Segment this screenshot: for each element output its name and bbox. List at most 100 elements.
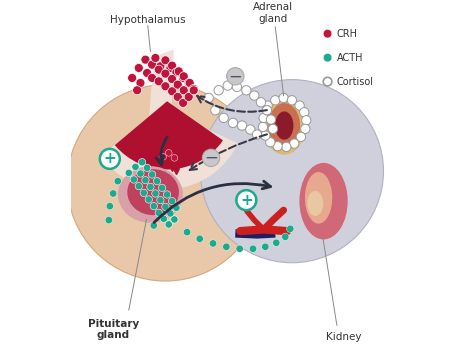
Circle shape (282, 233, 289, 240)
Text: −: − (204, 149, 218, 167)
Circle shape (130, 176, 137, 183)
Circle shape (250, 91, 259, 100)
Circle shape (141, 55, 150, 64)
Circle shape (147, 74, 156, 83)
Ellipse shape (305, 172, 332, 224)
Circle shape (279, 93, 288, 103)
Ellipse shape (300, 163, 348, 239)
Wedge shape (115, 101, 223, 169)
Circle shape (262, 106, 272, 115)
Circle shape (133, 86, 142, 95)
Circle shape (145, 196, 153, 203)
Circle shape (271, 96, 280, 105)
Circle shape (273, 239, 280, 246)
Circle shape (105, 216, 112, 224)
Circle shape (189, 86, 198, 95)
Ellipse shape (275, 111, 293, 140)
Circle shape (125, 169, 132, 176)
Circle shape (154, 65, 163, 74)
Circle shape (323, 29, 332, 38)
Circle shape (202, 149, 219, 167)
Text: Cortisol: Cortisol (337, 77, 374, 86)
Circle shape (114, 177, 121, 185)
Circle shape (196, 235, 203, 243)
Circle shape (160, 215, 167, 223)
Text: Kidney: Kidney (326, 332, 361, 342)
Circle shape (323, 77, 332, 86)
Circle shape (174, 67, 183, 76)
Circle shape (189, 84, 198, 93)
Circle shape (161, 82, 170, 91)
Circle shape (223, 81, 232, 90)
Circle shape (252, 130, 262, 139)
Circle shape (154, 177, 161, 185)
Circle shape (171, 155, 178, 161)
Circle shape (179, 74, 188, 83)
Circle shape (142, 176, 149, 184)
Text: +: + (240, 193, 253, 208)
Circle shape (246, 125, 255, 134)
Circle shape (134, 63, 143, 72)
Circle shape (172, 68, 181, 77)
Circle shape (228, 118, 237, 127)
Circle shape (295, 101, 304, 110)
Circle shape (282, 142, 291, 152)
Circle shape (259, 113, 268, 122)
Circle shape (165, 149, 172, 156)
Circle shape (168, 75, 177, 83)
Polygon shape (147, 50, 174, 143)
Circle shape (183, 229, 191, 236)
Circle shape (152, 190, 159, 197)
Circle shape (168, 197, 176, 205)
Circle shape (296, 132, 306, 141)
Circle shape (173, 92, 182, 102)
Circle shape (138, 159, 146, 166)
Circle shape (201, 79, 383, 263)
Circle shape (179, 86, 188, 95)
Circle shape (173, 80, 182, 89)
Circle shape (173, 204, 180, 211)
Circle shape (204, 93, 213, 103)
Circle shape (262, 243, 269, 250)
Circle shape (323, 53, 332, 62)
Circle shape (67, 85, 264, 281)
Ellipse shape (263, 97, 306, 155)
Circle shape (232, 82, 242, 92)
Circle shape (273, 141, 283, 151)
Circle shape (150, 203, 157, 210)
Text: CRH: CRH (337, 29, 358, 39)
Circle shape (261, 131, 270, 140)
Circle shape (266, 115, 275, 124)
Circle shape (137, 170, 144, 177)
Circle shape (219, 113, 228, 122)
Ellipse shape (268, 103, 300, 148)
Ellipse shape (307, 191, 323, 216)
Circle shape (164, 191, 171, 198)
Circle shape (211, 106, 220, 115)
Circle shape (150, 222, 157, 229)
Circle shape (237, 121, 246, 130)
Circle shape (263, 101, 272, 110)
Circle shape (290, 139, 299, 148)
Text: ACTH: ACTH (337, 52, 364, 63)
Circle shape (168, 61, 177, 70)
Circle shape (185, 78, 194, 88)
Circle shape (184, 78, 193, 88)
Ellipse shape (118, 166, 183, 223)
Circle shape (156, 62, 165, 71)
Circle shape (161, 56, 170, 65)
Circle shape (171, 216, 178, 223)
Wedge shape (100, 110, 238, 189)
Circle shape (132, 163, 139, 170)
Circle shape (147, 60, 156, 69)
Circle shape (109, 190, 117, 197)
Circle shape (140, 189, 147, 196)
Circle shape (184, 92, 193, 102)
Circle shape (161, 69, 170, 78)
Circle shape (268, 124, 278, 134)
Circle shape (144, 164, 151, 171)
Circle shape (301, 124, 310, 134)
Circle shape (100, 149, 120, 169)
Circle shape (167, 210, 174, 217)
Circle shape (300, 107, 309, 117)
